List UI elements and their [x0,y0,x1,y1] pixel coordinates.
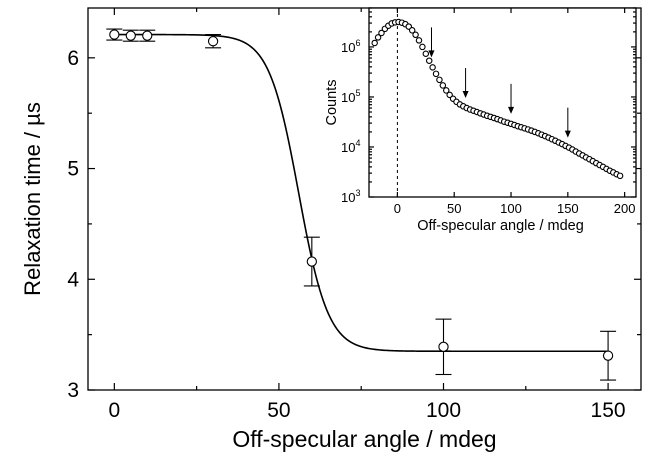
inset-data-point [371,39,378,47]
main-y-tick-label: 3 [67,379,79,402]
inset-x-tick-label: 100 [500,201,522,216]
inset-data-point [616,172,624,180]
main-data-point [109,29,120,40]
main-plot-frame [87,7,642,391]
inset-data-point [443,87,450,94]
main-x-tick-label: 50 [267,399,290,422]
inset-arrow-head [564,130,571,138]
main-x-tick-label: 150 [591,399,626,422]
inset-y-tick-label: 104 [341,138,360,155]
main-data-points [106,28,617,381]
inset-arrow-head [428,50,435,58]
inset-background [369,8,636,197]
inset-data-point [378,29,385,37]
inset-data-point [425,57,433,64]
inset-data-point [439,82,447,89]
inset-data-point [374,34,382,41]
inset-data-point [432,70,440,78]
inset-data-point [415,37,423,44]
inset-x-tick-label: 150 [557,201,579,216]
inset-data-points [371,18,624,180]
main-x-tick-label: 0 [108,399,120,422]
inset-data-point [436,76,443,84]
inset-annotations [396,8,571,197]
inset-plot-frame [368,7,637,198]
inset-arrow-head [508,106,515,114]
main-data-point [602,350,614,361]
inset-axis-ticks: 0 50 100 150 200 103 104 105 106 [341,7,636,216]
main-data-point [306,256,317,267]
inset-data-point [419,43,426,51]
inset-x-tick-label: 0 [394,201,401,216]
inset-data-point [446,91,453,99]
inset-arrow-head [462,91,469,99]
main-y-tick-label: 4 [67,268,79,291]
inset-y-tick-label: 103 [341,188,360,205]
inset-y-tick-label: 105 [341,88,360,105]
inset-y-tick-label: 106 [341,38,360,55]
inset-data-point [412,31,419,39]
main-data-point [125,30,136,41]
inset-x-axis-label: Off-specular angle / mdeg [417,218,584,234]
main-x-tick-label: 100 [426,399,461,422]
inset-y-axis-label: Counts [324,80,340,126]
main-y-tick-label: 5 [67,158,79,181]
main-fit-curve [114,33,609,353]
inset-data-point [422,50,430,58]
main-data-point [207,36,219,47]
inset-x-tick-label: 200 [614,201,636,216]
main-y-axis-label: Relaxation time / µs [20,102,45,296]
main-x-axis-label: Off-specular angle / mdeg [232,426,496,452]
inset-chart: 0 50 100 150 200 103 104 105 106 Off-specular an… [324,7,637,234]
main-data-point [142,30,153,41]
inset-data-point [429,64,436,71]
main-data-point [438,341,449,352]
inset-x-tick-label: 50 [447,201,461,216]
main-y-tick-label: 6 [67,47,79,70]
inset-data-point [408,27,416,34]
main-fit-curve-group [114,33,609,353]
